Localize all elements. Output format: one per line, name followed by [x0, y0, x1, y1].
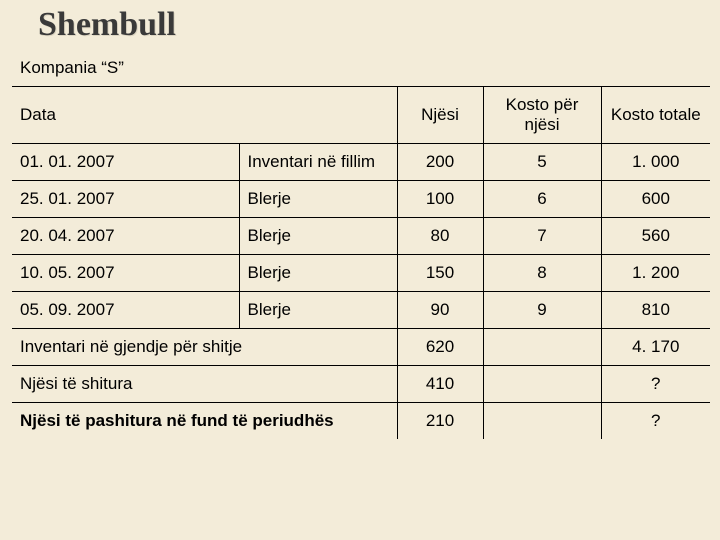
cell-desc: Blerje: [239, 292, 397, 329]
summary-units: 210: [397, 403, 483, 441]
summary-units: 410: [397, 366, 483, 403]
cell-date: 25. 01. 2007: [11, 181, 239, 218]
cell-unit-cost: 6: [483, 181, 601, 218]
cell-date: 20. 04. 2007: [11, 218, 239, 255]
header-units: Njësi: [397, 87, 483, 144]
cell-desc: Blerje: [239, 181, 397, 218]
table-row: 10. 05. 2007 Blerje 150 8 1. 200: [11, 255, 711, 292]
header-total-cost: Kosto totale: [601, 87, 711, 144]
cell-units: 100: [397, 181, 483, 218]
cell-units: 80: [397, 218, 483, 255]
cell-total: 810: [601, 292, 711, 329]
summary-label: Njësi të pashitura në fund të periudhës: [11, 403, 397, 441]
summary-units: 620: [397, 329, 483, 366]
company-row: Kompania “S”: [11, 49, 711, 87]
cell-total: 1. 000: [601, 144, 711, 181]
table-row: 25. 01. 2007 Blerje 100 6 600: [11, 181, 711, 218]
company-label: Kompania “S”: [11, 49, 711, 87]
summary-label: Inventari në gjendje për shitje: [11, 329, 397, 366]
cell-units: 150: [397, 255, 483, 292]
summary-unit-cost: [483, 366, 601, 403]
header-data: Data: [11, 87, 397, 144]
slide: Shembull Kompania “S” Data Njësi Kosto p…: [0, 0, 720, 540]
summary-total: 4. 170: [601, 329, 711, 366]
cell-date: 01. 01. 2007: [11, 144, 239, 181]
summary-label: Njësi të shitura: [11, 366, 397, 403]
summary-unit-cost: [483, 403, 601, 441]
cell-total: 600: [601, 181, 711, 218]
cell-desc: Inventari në fillim: [239, 144, 397, 181]
summary-row: Njësi të pashitura në fund të periudhës …: [11, 403, 711, 441]
cell-desc: Blerje: [239, 218, 397, 255]
header-unit-cost: Kosto për njësi: [483, 87, 601, 144]
table-row: 20. 04. 2007 Blerje 80 7 560: [11, 218, 711, 255]
summary-total: ?: [601, 366, 711, 403]
summary-row: Inventari në gjendje për shitje 620 4. 1…: [11, 329, 711, 366]
table-row: 01. 01. 2007 Inventari në fillim 200 5 1…: [11, 144, 711, 181]
summary-unit-cost: [483, 329, 601, 366]
cell-total: 1. 200: [601, 255, 711, 292]
inventory-table: Kompania “S” Data Njësi Kosto për njësi …: [10, 48, 712, 441]
cell-unit-cost: 5: [483, 144, 601, 181]
cell-unit-cost: 8: [483, 255, 601, 292]
cell-date: 05. 09. 2007: [11, 292, 239, 329]
cell-units: 200: [397, 144, 483, 181]
header-row: Data Njësi Kosto për njësi Kosto totale: [11, 87, 711, 144]
cell-unit-cost: 9: [483, 292, 601, 329]
page-title: Shembull: [38, 6, 710, 44]
cell-unit-cost: 7: [483, 218, 601, 255]
cell-units: 90: [397, 292, 483, 329]
cell-total: 560: [601, 218, 711, 255]
summary-row: Njësi të shitura 410 ?: [11, 366, 711, 403]
cell-date: 10. 05. 2007: [11, 255, 239, 292]
table-row: 05. 09. 2007 Blerje 90 9 810: [11, 292, 711, 329]
summary-total: ?: [601, 403, 711, 441]
cell-desc: Blerje: [239, 255, 397, 292]
